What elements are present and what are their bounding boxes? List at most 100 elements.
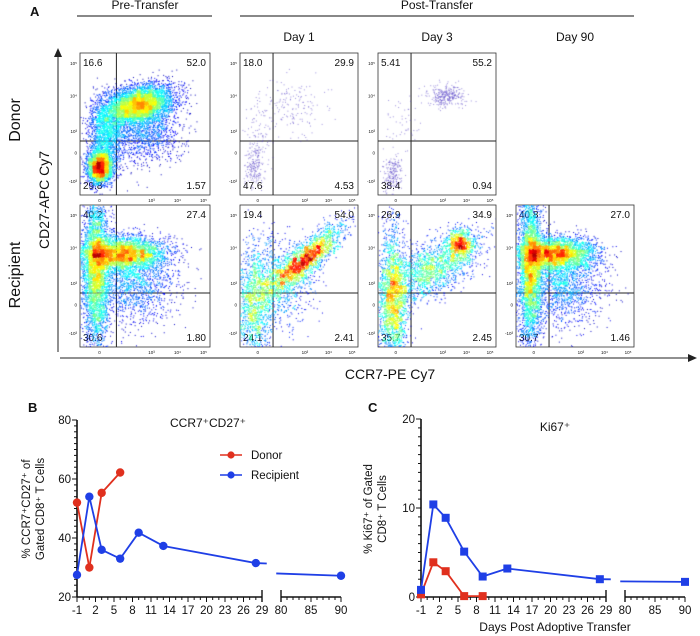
data-point bbox=[429, 558, 438, 567]
data-point bbox=[441, 513, 450, 522]
data-point bbox=[441, 567, 450, 576]
y-tick-label: 10³ bbox=[368, 129, 375, 134]
x-tick-label: 14 bbox=[163, 605, 176, 617]
data-point bbox=[478, 572, 487, 581]
series-segment bbox=[507, 567, 600, 581]
row-donor: Donor bbox=[7, 98, 24, 142]
column-day-90: Day 90 bbox=[556, 30, 594, 44]
y-tick-label: 10⁴ bbox=[70, 94, 77, 99]
series-segment bbox=[88, 496, 103, 551]
x-tick-label: 10⁴ bbox=[601, 350, 608, 355]
y-tick-label: 10³ bbox=[230, 281, 237, 286]
data-point bbox=[460, 547, 469, 556]
x-tick-label: 0 bbox=[256, 350, 259, 355]
series-segment bbox=[444, 570, 465, 597]
x-tick-label: 26 bbox=[237, 605, 250, 617]
y-tick-label: 10³ bbox=[368, 281, 375, 286]
y-tick-label: 10⁴ bbox=[230, 94, 237, 99]
group-pre-transfer: Pre-Transfer bbox=[112, 0, 179, 12]
series-segment bbox=[76, 496, 91, 576]
panel-a-letter: A bbox=[30, 4, 40, 19]
row-recipient: Recipient bbox=[7, 241, 24, 308]
x-axis-label-ccr7: CCR7-PE Cy7 bbox=[345, 366, 435, 382]
chart-b-ylabel-2: Gated CD8⁺ T Cells bbox=[35, 458, 47, 560]
series-recipient bbox=[417, 500, 689, 594]
x-tick-label: 10⁵ bbox=[349, 198, 356, 203]
x-tick-label: 80 bbox=[619, 605, 632, 617]
series-segment bbox=[482, 567, 508, 578]
x-tick-label: 85 bbox=[649, 605, 662, 617]
column-day-3: Day 3 bbox=[421, 30, 453, 44]
y-tick-label: 10³ bbox=[230, 129, 237, 134]
y-tick-label: 0 bbox=[74, 150, 77, 155]
data-point bbox=[417, 590, 425, 599]
x-tick-label: 90 bbox=[679, 605, 692, 617]
y-tick-label: 10³ bbox=[70, 281, 77, 286]
x-tick-label: 10³ bbox=[302, 198, 309, 203]
series-segment bbox=[444, 517, 465, 553]
data-point bbox=[336, 571, 346, 580]
x-tick-label: 0 bbox=[256, 198, 259, 203]
chart-c-xlabel: Days Post Adoptive Transfer bbox=[479, 620, 630, 634]
x-tick-label: 5 bbox=[455, 605, 461, 617]
x-tick-label: -1 bbox=[72, 605, 82, 617]
y-arrowhead-icon bbox=[54, 48, 62, 57]
y-tick-label: 10⁴ bbox=[368, 94, 375, 99]
legend: Donor Recipient bbox=[220, 450, 300, 482]
series-segment bbox=[420, 504, 435, 591]
panel-c-letter: C bbox=[368, 400, 378, 415]
y-tick-label: 0 bbox=[74, 302, 77, 307]
data-point bbox=[681, 577, 689, 586]
flow-density-plot bbox=[80, 205, 210, 347]
x-tick-label: 80 bbox=[275, 605, 288, 617]
series-segment bbox=[276, 572, 342, 577]
x-tick-label: 29 bbox=[256, 605, 269, 617]
y-tick-label: 40 bbox=[58, 533, 71, 545]
y-tick-label: 20 bbox=[402, 414, 415, 426]
y-tick-label: 10⁵ bbox=[230, 213, 237, 218]
x-tick-label: 20 bbox=[200, 605, 213, 617]
chart-b-ylabel-1: % CCR7⁺CD27⁺ of bbox=[21, 459, 33, 559]
x-tick-label: 5 bbox=[111, 605, 117, 617]
x-tick-label: 10³ bbox=[440, 350, 447, 355]
legend-donor-marker bbox=[227, 451, 235, 459]
y-tick-label: 10⁴ bbox=[70, 246, 77, 251]
x-tick-label: 10⁵ bbox=[487, 350, 494, 355]
x-tick-label: 17 bbox=[526, 605, 539, 617]
x-tick-label: 11 bbox=[145, 605, 157, 617]
y-tick-label: -10³ bbox=[229, 179, 238, 184]
x-tick-label: 23 bbox=[563, 605, 576, 617]
x-tick-label: 10⁵ bbox=[349, 350, 356, 355]
x-tick-label: 8 bbox=[129, 605, 135, 617]
column-day-1: Day 1 bbox=[283, 30, 315, 44]
y-tick-label: 0 bbox=[409, 592, 415, 604]
y-tick-label: -10³ bbox=[69, 331, 78, 336]
y-axis-label-cd27: CD27-APC Cy7 bbox=[36, 151, 52, 249]
chart-c-ylabel-2: CD8⁺ T Cells bbox=[377, 475, 389, 543]
data-point bbox=[595, 575, 604, 584]
x-tick-label: 10⁴ bbox=[463, 350, 470, 355]
x-tick-label: 10⁵ bbox=[625, 350, 632, 355]
y-tick-label: -10³ bbox=[505, 331, 514, 336]
series-segment bbox=[119, 532, 140, 560]
x-tick-label: 26 bbox=[581, 605, 594, 617]
x-tick-label: 90 bbox=[335, 605, 348, 617]
y-tick-label: 10⁵ bbox=[368, 61, 375, 66]
x-tick-label: 10³ bbox=[578, 350, 585, 355]
y-tick-label: 10³ bbox=[506, 281, 513, 286]
series-segment bbox=[88, 492, 103, 568]
x-tick-label: 10⁵ bbox=[487, 198, 494, 203]
y-tick-label: 0 bbox=[234, 302, 237, 307]
y-tick-label: 10⁵ bbox=[70, 213, 77, 218]
series-donor bbox=[417, 558, 487, 601]
x-tick-label: 10⁴ bbox=[325, 198, 332, 203]
x-tick-label: 10⁵ bbox=[200, 198, 207, 203]
y-tick-label: -10³ bbox=[367, 179, 376, 184]
data-point bbox=[503, 564, 512, 573]
series-segment bbox=[101, 471, 121, 494]
x-tick-label: 10⁵ bbox=[200, 350, 207, 355]
y-tick-label: -10³ bbox=[367, 331, 376, 336]
x-arrowhead-icon bbox=[688, 354, 697, 362]
y-tick-label: 10⁵ bbox=[230, 61, 237, 66]
y-tick-label: 60 bbox=[58, 474, 71, 486]
